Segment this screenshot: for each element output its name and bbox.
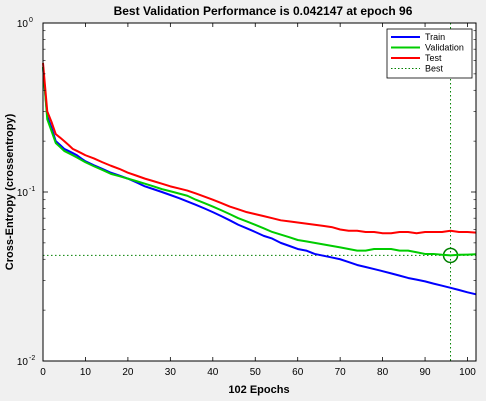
- legend-label-test: Test: [425, 53, 442, 63]
- x-tick-label: 50: [250, 367, 262, 378]
- x-axis-ticks: 0 10 20 30 40 50 60 70 80 90 100: [40, 23, 476, 378]
- y-tick-exponent: -1: [29, 186, 35, 193]
- y-tick-exponent: -2: [29, 355, 35, 362]
- plot-area: [43, 23, 476, 361]
- x-tick-label: 40: [207, 367, 219, 378]
- x-tick-label: 100: [459, 367, 476, 378]
- series-group: [42, 62, 477, 296]
- x-tick-label: 90: [419, 367, 431, 378]
- legend-label-train: Train: [425, 32, 445, 42]
- x-tick-label: 80: [377, 367, 389, 378]
- series-line-train: [42, 66, 477, 296]
- y-tick-exponent: 0: [29, 17, 33, 24]
- x-tick-label: 10: [80, 367, 92, 378]
- series-line-validation: [42, 66, 477, 257]
- x-tick-label: 70: [335, 367, 347, 378]
- y-tick-label: 10: [17, 357, 29, 368]
- y-tick-label: 10: [17, 188, 29, 199]
- x-tick-label: 20: [122, 367, 134, 378]
- legend-label-best: Best: [425, 64, 444, 74]
- series-line-test: [42, 62, 477, 235]
- y-axis-label: Cross-Entropy (crossentropy): [4, 113, 16, 270]
- chart-title: Best Validation Performance is 0.042147 …: [114, 4, 413, 18]
- x-tick-label: 0: [40, 367, 46, 378]
- x-axis-label: 102 Epochs: [228, 384, 289, 396]
- x-tick-label: 30: [165, 367, 177, 378]
- x-tick-label: 60: [292, 367, 304, 378]
- legend-label-validation: Validation: [425, 43, 464, 53]
- y-tick-label: 10: [17, 19, 29, 30]
